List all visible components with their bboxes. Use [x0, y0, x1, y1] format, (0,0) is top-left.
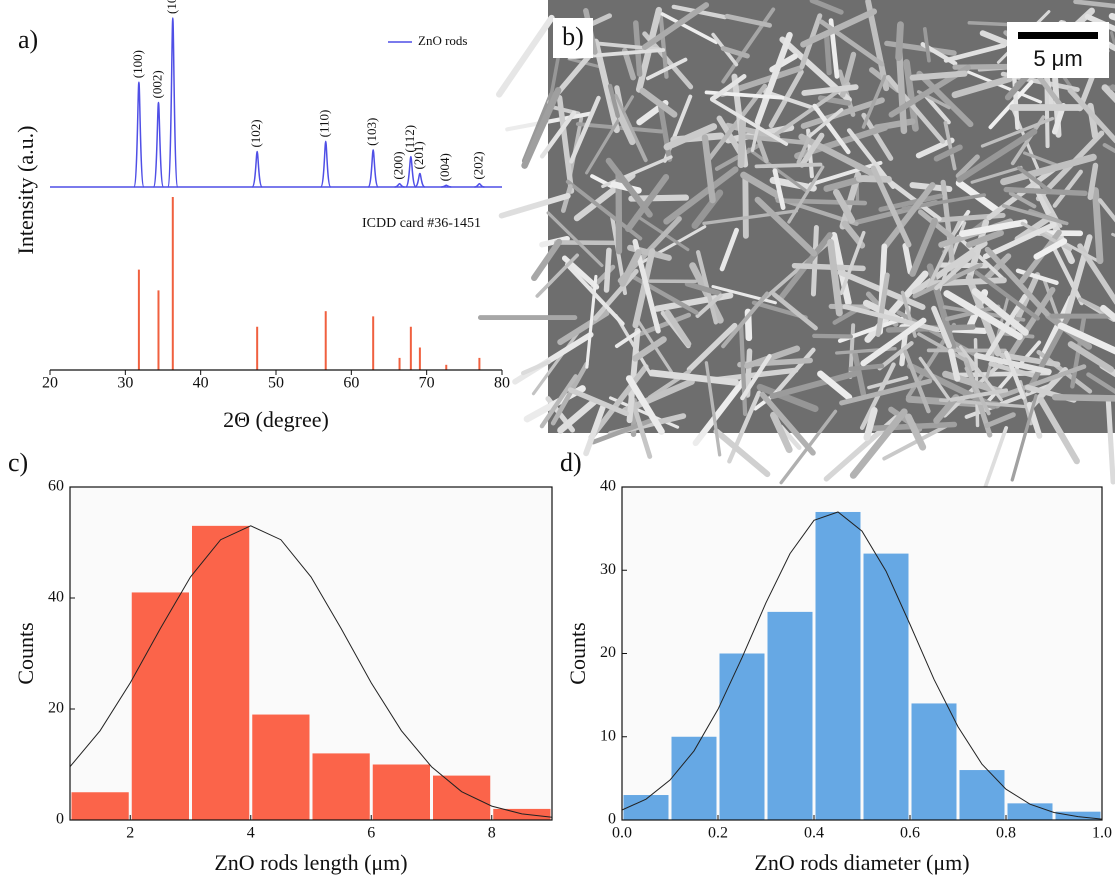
x-tick-label: 70	[419, 375, 435, 392]
peak-label: (200)	[391, 151, 406, 179]
sem-rod	[778, 201, 865, 204]
peak-label: (100)	[130, 50, 145, 78]
y-tick-label: 10	[600, 727, 616, 744]
y-tick-label: 0	[608, 811, 616, 828]
peak-label: (201)	[411, 141, 426, 169]
sem-rod	[756, 165, 820, 167]
x-tick-label: 1.0	[1092, 825, 1112, 842]
x-tick-label: 0.6	[900, 825, 920, 842]
scale-bar-label: 5 μm	[1033, 46, 1082, 71]
x-tick-label: 60	[343, 375, 359, 392]
histogram-bar	[192, 526, 249, 820]
xrd-peak	[368, 150, 378, 187]
histogram-bar	[672, 737, 717, 820]
histogram-bar	[816, 512, 861, 820]
x-axis-title: ZnO rods length (μm)	[214, 850, 407, 875]
panel-label: d)	[560, 448, 582, 477]
sem-rod	[607, 250, 609, 290]
histogram-bar	[864, 554, 909, 820]
sem-rod	[745, 176, 746, 236]
y-tick-label: 40	[48, 589, 64, 606]
y-tick-label: 0	[56, 811, 64, 828]
peak-label: (110)	[317, 110, 332, 138]
y-tick-label: 40	[600, 478, 616, 495]
sem-rod	[851, 366, 882, 369]
sem-rod	[1055, 397, 1115, 399]
peak-label: (102)	[248, 119, 263, 147]
scale-bar	[1018, 32, 1098, 39]
histogram-bar	[768, 612, 813, 820]
xrd-peak	[153, 103, 163, 188]
figure: b) 5 μm (100) (002) (101) (102) (110) (103) (2…	[0, 0, 1115, 881]
x-tick-label: 20	[42, 375, 58, 392]
sem-rod	[741, 122, 743, 165]
sem-rod	[717, 431, 768, 474]
panel-label: a)	[18, 25, 38, 54]
histogram-bar	[433, 776, 490, 820]
x-tick-label: 0.2	[708, 825, 728, 842]
histogram-bar	[313, 753, 370, 820]
y-axis-title: Counts	[13, 622, 38, 684]
histogram-bar	[132, 592, 189, 820]
y-tick-label: 20	[48, 700, 64, 717]
xrd-peak	[134, 82, 144, 187]
sem-rod	[814, 336, 851, 337]
xrd-peak	[168, 18, 178, 187]
histogram-bar	[720, 654, 765, 821]
histogram-bar	[493, 809, 550, 820]
xrd-peak	[252, 152, 262, 187]
y-tick-label: 30	[600, 561, 616, 578]
histogram-bar	[960, 770, 1005, 820]
histogram-bar	[373, 765, 430, 821]
sem-rod	[913, 74, 965, 78]
peak-label: (202)	[470, 151, 485, 179]
y-axis-title: Intensity (a.u.)	[13, 126, 38, 255]
x-tick-label: 80	[494, 375, 510, 392]
sem-rod	[827, 37, 829, 73]
sem-rod	[859, 179, 888, 180]
x-tick-label: 50	[268, 375, 284, 392]
sem-rod	[499, 18, 551, 94]
x-tick-label: 2	[126, 825, 134, 842]
x-tick-label: 8	[488, 825, 496, 842]
peak-label: (004)	[437, 153, 452, 181]
x-tick-label: 6	[367, 825, 375, 842]
histogram-bar	[252, 715, 309, 820]
y-tick-label: 20	[600, 644, 616, 661]
sem-rod	[984, 428, 1006, 491]
x-tick-label: 30	[117, 375, 133, 392]
reference-label: ICDD card #36-1451	[362, 216, 481, 231]
peak-label: (103)	[364, 118, 379, 146]
xrd-peak	[321, 141, 331, 187]
panel-label: c)	[8, 448, 28, 477]
histogram-bar	[912, 703, 957, 820]
x-axis-title: ZnO rods diameter (μm)	[754, 850, 969, 875]
y-tick-label: 60	[48, 478, 64, 495]
histogram-bar	[1008, 803, 1053, 820]
x-axis-title: 2Θ (degree)	[223, 407, 329, 432]
x-tick-label: 0.4	[804, 825, 824, 842]
xrd-peak	[415, 173, 425, 187]
x-tick-label: 4	[247, 825, 255, 842]
peak-label: (101)	[164, 0, 179, 14]
sem-image: b) 5 μm	[480, 0, 1115, 491]
histogram-bar	[72, 792, 129, 820]
legend-label: ZnO rods	[418, 33, 467, 48]
x-tick-label: 40	[193, 375, 209, 392]
sem-rod	[813, 228, 816, 294]
x-tick-label: 0.8	[996, 825, 1016, 842]
panel-label: b)	[562, 22, 584, 51]
sem-rod	[899, 25, 901, 58]
y-axis-title: Counts	[565, 622, 590, 684]
peak-label: (002)	[149, 70, 164, 98]
